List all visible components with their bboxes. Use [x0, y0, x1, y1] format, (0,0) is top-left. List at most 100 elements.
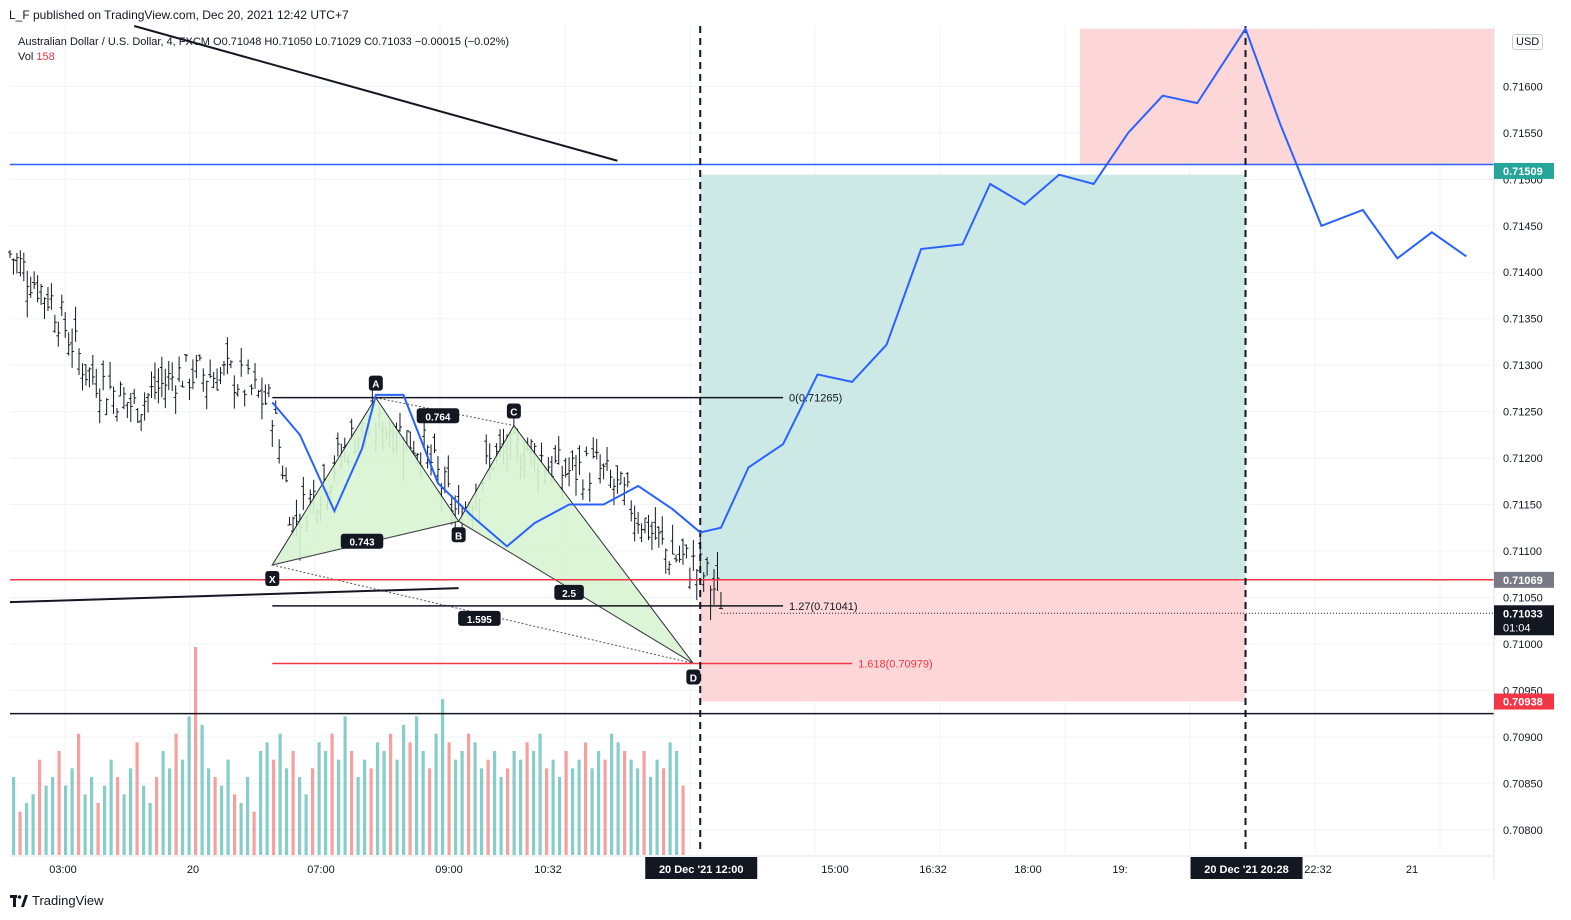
volume-bar — [246, 777, 250, 855]
harmonic-point-a: A — [372, 380, 379, 391]
volume-bar — [421, 751, 425, 855]
volume-bar — [96, 803, 100, 855]
volume-bar — [220, 785, 224, 855]
volume-bar — [603, 759, 607, 855]
volume-bar — [168, 768, 172, 855]
price-tick-label: 0.71050 — [1503, 592, 1543, 604]
harmonic-point-b: B — [455, 531, 462, 542]
volume-bar — [51, 777, 55, 855]
volume-bar — [441, 699, 445, 855]
price-badge — [1494, 605, 1554, 636]
price-badge-label: 0.71033 — [1503, 608, 1543, 620]
price-badge-label: 0.71069 — [1503, 575, 1543, 587]
trend-line — [133, 25, 618, 162]
volume-bar — [64, 785, 68, 855]
volume-bar — [129, 768, 133, 855]
volume-bar — [389, 733, 393, 855]
price-tick-label: 0.70850 — [1503, 778, 1543, 790]
volume-bar — [181, 759, 185, 855]
ratio-badge — [416, 408, 460, 424]
volume-bar — [473, 742, 477, 855]
price-tick-label: 0.71600 — [1503, 81, 1543, 93]
time-tick-label: 09:00 — [435, 864, 463, 876]
volume-bar — [103, 785, 107, 855]
volume-bar — [402, 725, 406, 855]
volume-bar — [77, 733, 81, 855]
volume-bar — [642, 751, 646, 855]
volume-bar — [350, 751, 354, 855]
time-badge — [645, 857, 758, 879]
volume-bar — [155, 777, 159, 855]
volume-bar — [467, 733, 471, 855]
price-tick-label: 0.71250 — [1503, 407, 1543, 419]
projection-path — [271, 26, 1467, 548]
volume-bar — [493, 751, 497, 855]
price-badge-countdown: 01:04 — [1503, 622, 1531, 634]
volume-bar — [486, 759, 490, 855]
symbol-title[interactable]: Australian Dollar / U.S. Dollar, 4, FXCM — [18, 36, 210, 48]
volume-bar — [291, 751, 295, 855]
volume-bar — [44, 785, 48, 855]
volume-label[interactable]: Vol — [18, 51, 34, 63]
harmonic-ac — [375, 397, 514, 427]
price-tick-label: 0.70800 — [1503, 825, 1543, 837]
harmonic-point-d: D — [690, 673, 697, 684]
time-badge — [1190, 857, 1303, 879]
price-tick-label: 0.71350 — [1503, 314, 1543, 326]
volume-bar — [395, 759, 399, 855]
fib-level-label: 0(0.71265) — [789, 393, 842, 405]
volume-bar — [382, 751, 386, 855]
volume-bar — [135, 742, 139, 855]
volume-bar — [226, 759, 230, 855]
ohlc-values: O0.71048 H0.71050 L0.71029 C0.71033 −0.0… — [213, 36, 510, 48]
volume-bar — [590, 768, 594, 855]
price-badge — [1494, 571, 1554, 588]
ratio-label: 1.595 — [467, 615, 492, 626]
time-tick-label: 10:32 — [534, 864, 562, 876]
time-tick-label: 21 — [1406, 864, 1418, 876]
volume-bar — [194, 647, 198, 855]
volume-bar — [363, 759, 367, 855]
ratio-label: 0.764 — [425, 412, 450, 423]
tradingview-logo[interactable]: TradingView — [10, 893, 104, 908]
volume-bar — [259, 751, 263, 855]
volume-bar — [447, 742, 451, 855]
zone-upper-stop — [1079, 28, 1494, 165]
price-badge-label: 0.71509 — [1503, 166, 1543, 178]
zone-target — [700, 174, 1246, 580]
volume-bar — [272, 759, 276, 855]
ratio-badge — [340, 533, 384, 549]
harmonic-point-badge — [686, 669, 701, 685]
volume-bar — [142, 785, 146, 855]
volume-bar — [83, 794, 87, 855]
time-tick-label: 15:00 — [821, 864, 849, 876]
harmonic-point-badge — [368, 375, 383, 391]
time-tick-label: 16:32 — [919, 864, 947, 876]
volume-bar — [499, 777, 503, 855]
volume-bar — [12, 777, 16, 855]
volume-bar — [330, 733, 334, 855]
price-tick-label: 0.71150 — [1503, 500, 1542, 512]
volume-bar — [304, 794, 308, 855]
volume-bar — [532, 751, 536, 855]
volume-bar — [317, 742, 321, 855]
volume-bar — [70, 768, 74, 855]
volume-bar — [681, 785, 685, 855]
volume-bar — [434, 733, 438, 855]
price-tick-label: 0.71400 — [1503, 267, 1543, 279]
currency-button[interactable]: USD — [1512, 34, 1544, 50]
tradingview-icon — [10, 894, 28, 907]
volume-bar — [551, 759, 555, 855]
time-tick-label: 03:00 — [49, 864, 77, 876]
time-tick-label: 22:32 — [1304, 864, 1332, 876]
volume-bar — [207, 768, 211, 855]
volume-bar — [116, 777, 120, 855]
volume-bar — [90, 777, 94, 855]
time-badge-label: 20 Dec '21 20:28 — [1204, 864, 1289, 876]
ratio-badge — [554, 584, 584, 600]
time-tick-label: 19: — [1112, 864, 1127, 876]
volume-bar — [213, 777, 217, 855]
volume-bar — [454, 759, 458, 855]
volume-bar — [616, 742, 620, 855]
